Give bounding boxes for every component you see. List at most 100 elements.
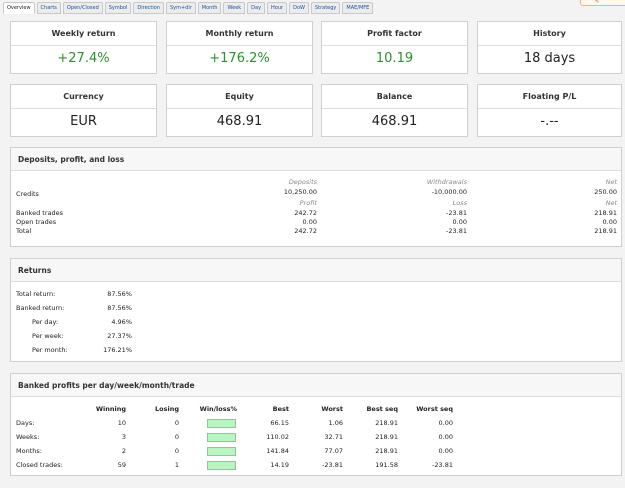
- return-value: 87.56%: [107, 290, 132, 298]
- row-profit: 0.00: [302, 218, 317, 226]
- col-withdrawals: Withdrawals: [426, 178, 467, 186]
- row-best: 141.84: [266, 447, 289, 455]
- weekly-return-label: Weekly return: [11, 22, 156, 46]
- row-losing: 0: [174, 447, 179, 455]
- tab-month[interactable]: Month: [197, 2, 222, 14]
- floating-pl-card: Floating P/L -.--: [477, 84, 622, 137]
- tab-dow[interactable]: DoW: [289, 2, 309, 14]
- tab-overview[interactable]: Overview: [3, 2, 35, 14]
- col-best: Best: [272, 405, 289, 413]
- tab-week[interactable]: Week: [223, 2, 246, 14]
- history-label: History: [478, 22, 621, 46]
- return-label: Per week:: [32, 332, 64, 340]
- currency-value: EUR: [70, 114, 97, 129]
- row-net: 0.00: [602, 218, 617, 226]
- row-net: 218.91: [594, 227, 617, 235]
- history-value: 18 days: [523, 51, 576, 66]
- row-label: Open trades: [16, 218, 57, 226]
- tab-mae-mfe[interactable]: MAE/MFE: [342, 2, 374, 14]
- row-worst: 1.06: [328, 419, 343, 427]
- row-worst-seq: 0.00: [438, 419, 453, 427]
- tab-hour[interactable]: Hour: [267, 2, 288, 14]
- weekly-return-value: +27.4%: [57, 51, 110, 66]
- monthly-return-label: Monthly return: [167, 22, 312, 46]
- row-worst: 32.71: [324, 433, 343, 441]
- row-net: 218.91: [594, 209, 617, 217]
- returns-panel: Returns Total return: 87.56% Banked retu…: [10, 258, 622, 362]
- profit-factor-label: Profit factor: [322, 22, 467, 46]
- return-label: Banked return:: [16, 304, 65, 312]
- tab-strategy[interactable]: Strategy: [310, 2, 341, 14]
- monthly-return-value: +176.2%: [209, 51, 270, 66]
- row-losing: 0: [174, 419, 179, 427]
- weekly-return-card: Weekly return +27.4%: [10, 21, 157, 74]
- tab-charts[interactable]: Charts: [36, 2, 61, 14]
- equity-value: 468.91: [216, 114, 263, 129]
- return-value: 27.37%: [107, 332, 132, 340]
- tab-open-closed[interactable]: Open/Closed: [62, 2, 103, 14]
- row-label: Banked trades: [16, 209, 64, 217]
- deposits-title: Deposits, profit, and loss: [11, 148, 621, 171]
- banked-profits-title: Banked profits per day/week/month/trade: [11, 374, 621, 397]
- row-best: 14.19: [270, 461, 289, 469]
- row-profit: 242.72: [294, 227, 317, 235]
- row-label: Closed trades:: [16, 461, 63, 469]
- col-net: Net: [605, 178, 617, 186]
- banked-profits-panel: Banked profits per day/week/month/trade …: [10, 373, 622, 476]
- history-card: History 18 days: [477, 21, 622, 74]
- tab-sym-dir[interactable]: Sym+dir: [165, 2, 196, 14]
- row-winning: 2: [121, 447, 126, 455]
- edit-icon: ✎: [595, 0, 600, 5]
- deposits-panel: Deposits, profit, and loss Deposits With…: [10, 147, 622, 247]
- tab-symbol[interactable]: Symbol: [104, 2, 132, 14]
- row-winning: 10: [117, 419, 126, 427]
- currency-card: Currency EUR: [10, 84, 157, 137]
- row-worst-seq: 0.00: [438, 447, 453, 455]
- row-label: Weeks:: [16, 433, 40, 441]
- equity-label: Equity: [167, 85, 312, 109]
- row-label: Days:: [16, 419, 35, 427]
- win-loss-bar: [207, 461, 236, 470]
- credits-deposits: 10,250.00: [283, 188, 317, 196]
- credits-net: 250.00: [594, 188, 617, 196]
- col-worst-seq: Worst seq: [416, 405, 453, 413]
- floating-pl-value: -.--: [540, 114, 559, 129]
- equity-card: Equity 468.91: [166, 84, 313, 137]
- balance-card: Balance 468.91: [321, 84, 468, 137]
- profit-factor-card: Profit factor 10.19: [321, 21, 468, 74]
- corner-action-button[interactable]: ✎: [580, 0, 625, 6]
- row-best: 110.02: [266, 433, 289, 441]
- monthly-return-card: Monthly return +176.2%: [166, 21, 313, 74]
- floating-pl-label: Floating P/L: [478, 85, 621, 109]
- row-worst-seq: -23.81: [432, 461, 453, 469]
- row-worst-seq: 0.00: [438, 433, 453, 441]
- row-profit: 242.72: [294, 209, 317, 217]
- row-best-seq: 191.58: [375, 461, 398, 469]
- return-label: Per month:: [32, 346, 68, 354]
- row-best-seq: 218.91: [375, 419, 398, 427]
- credits-withdrawals: -10,000.00: [431, 188, 467, 196]
- row-worst: -23.81: [322, 461, 343, 469]
- row-loss: -23.81: [446, 227, 467, 235]
- row-label: Total: [16, 227, 32, 235]
- balance-label: Balance: [322, 85, 467, 109]
- win-loss-bar: [207, 419, 236, 428]
- col-loss: Loss: [452, 199, 467, 207]
- col-losing: Losing: [155, 405, 179, 413]
- col-deposits: Deposits: [288, 178, 317, 186]
- tab-direction[interactable]: Direction: [133, 2, 164, 14]
- col-win-loss: Win/loss%: [199, 405, 237, 413]
- profit-factor-value: 10.19: [375, 51, 414, 66]
- row-best-seq: 218.91: [375, 447, 398, 455]
- row-best: 66.15: [270, 419, 289, 427]
- win-loss-bar: [207, 447, 236, 456]
- row-winning: 59: [117, 461, 126, 469]
- return-value: 4.96%: [111, 318, 132, 326]
- row-loss: -23.81: [446, 209, 467, 217]
- return-label: Per day:: [32, 318, 59, 326]
- row-loss: 0.00: [452, 218, 467, 226]
- tab-bar: Overview Charts Open/Closed Symbol Direc…: [3, 2, 374, 14]
- row-best-seq: 218.91: [375, 433, 398, 441]
- credits-label: Credits: [16, 190, 39, 198]
- tab-day[interactable]: Day: [247, 2, 266, 14]
